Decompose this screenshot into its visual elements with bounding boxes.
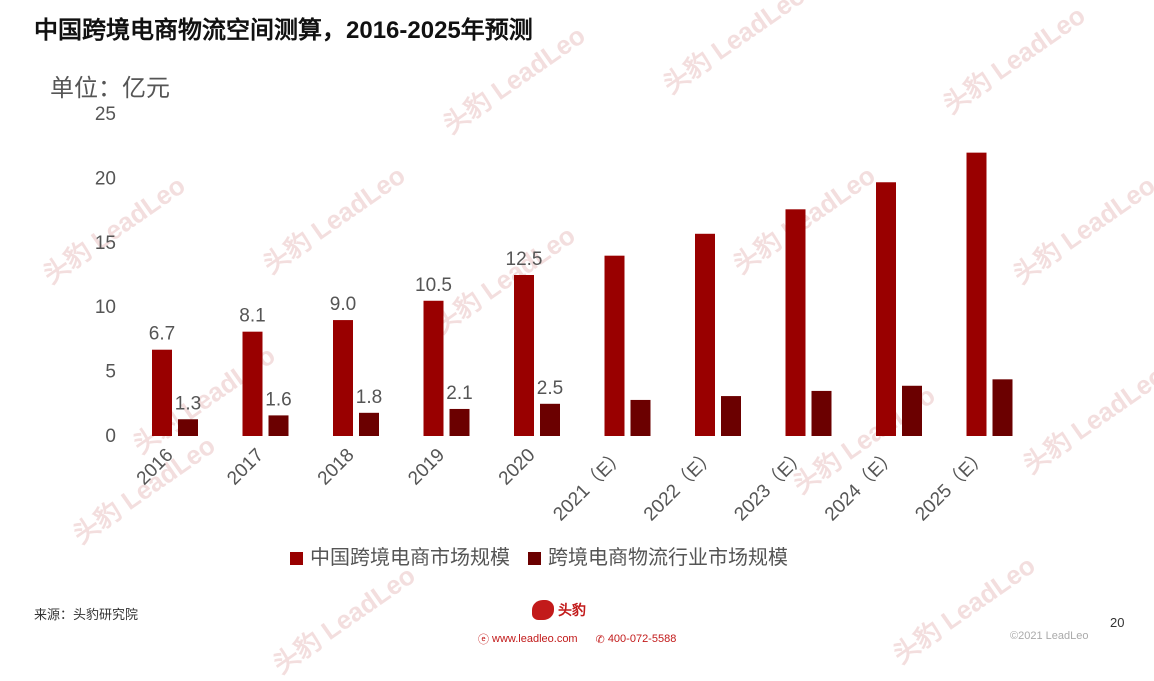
data-label: 6.7	[149, 324, 175, 345]
leadleo-logo: 头豹	[532, 600, 586, 620]
x-tick-label: 2017	[223, 445, 268, 490]
bar-series2	[268, 415, 289, 436]
data-label: 2.5	[537, 378, 563, 399]
data-label: 12.5	[506, 249, 543, 270]
bar-series1	[966, 152, 987, 436]
legend-label: 跨境电商物流行业市场规模	[548, 546, 788, 569]
bar-series2	[540, 403, 560, 436]
x-tick-label: 2025（E）	[911, 444, 992, 525]
bar-series1	[242, 331, 263, 436]
data-label: 1.6	[265, 389, 291, 410]
y-tick-label: 0	[105, 426, 116, 447]
data-label: 1.8	[356, 387, 382, 408]
web-icon: ⓔ	[478, 634, 489, 646]
bar-series1	[695, 233, 715, 436]
y-tick-label: 20	[95, 168, 116, 189]
bar-series2	[811, 390, 832, 436]
bar-series2	[449, 408, 470, 436]
data-label: 8.1	[239, 306, 265, 327]
x-tick-label: 2024（E）	[820, 444, 901, 525]
bar-series2	[992, 379, 1013, 436]
page-title: 中国跨境电商物流空间测算，2016-2025年预测	[34, 17, 533, 44]
bar-series2	[359, 412, 379, 436]
bar-series1	[785, 209, 806, 436]
legend-label: 中国跨境电商市场规模	[310, 546, 510, 569]
data-label: 1.3	[175, 393, 201, 414]
bar-series2	[178, 419, 198, 436]
copyright: ©2021 LeadLeo	[1010, 630, 1089, 642]
source-note: 来源：头豹研究院	[34, 607, 139, 622]
y-tick-label: 15	[95, 233, 116, 254]
x-tick-label: 2023（E）	[730, 444, 811, 525]
logo-text: 头豹	[558, 602, 586, 618]
y-tick-label: 5	[105, 362, 116, 383]
bar-series1	[423, 300, 444, 436]
y-tick-label: 10	[95, 297, 116, 318]
page-number: 20	[1110, 615, 1125, 630]
bar-series1	[514, 275, 534, 436]
y-tick-label: 25	[95, 104, 116, 125]
bar-chart: 0 5 10 15 20 25 6.7 1.3 2016 8.1 1.6 2017 9.0 1.8 2018…	[95, 104, 1013, 569]
x-tick-label: 2019	[404, 445, 449, 490]
x-tick-label: 2022（E）	[639, 444, 720, 525]
data-label: 10.5	[415, 275, 452, 296]
phone-number: 400-072-5588	[607, 633, 677, 645]
bar-series1	[333, 320, 353, 436]
legend-swatch	[290, 552, 303, 565]
bar-series1	[604, 255, 625, 436]
phone-icon: ✆	[595, 633, 605, 646]
unit-label: 单位：亿元	[50, 75, 170, 102]
x-tick-label: 2016	[133, 445, 178, 490]
bar-series2	[721, 396, 741, 436]
website-link[interactable]: www.leadleo.com	[492, 633, 578, 645]
x-tick-label: 2018	[314, 445, 359, 490]
bar-series2	[630, 399, 651, 436]
data-label: 2.1	[446, 383, 472, 404]
x-tick-label: 2020	[495, 445, 540, 490]
contact-bar: ⓔ www.leadleo.com ✆ 400-072-5588	[478, 631, 676, 647]
legend-swatch	[528, 552, 541, 565]
x-tick-label: 2021（E）	[549, 444, 630, 525]
bar-series1	[152, 349, 172, 436]
data-label: 9.0	[330, 294, 356, 315]
leopard-logo-icon	[532, 600, 554, 620]
bar-series2	[902, 385, 922, 436]
bar-series1	[876, 182, 896, 436]
